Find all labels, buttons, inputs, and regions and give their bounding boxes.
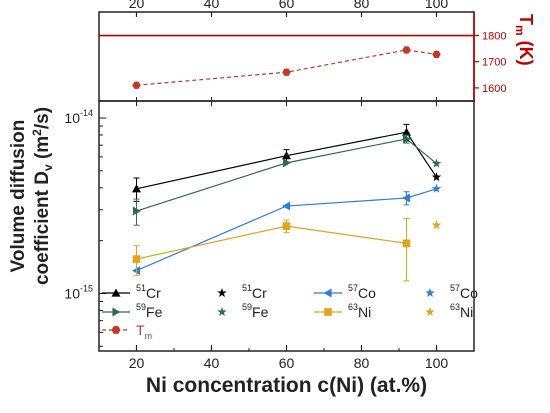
y-tick-exp: -15 — [80, 283, 93, 293]
legend-marker — [111, 326, 121, 334]
legend-label-sup: 63 — [348, 302, 358, 312]
legend-label-name: Ni — [460, 304, 473, 320]
data-point-fe — [282, 158, 291, 168]
top-y-tick-label: 1600 — [482, 83, 506, 95]
legend-marker — [217, 288, 227, 298]
legend-label-name: Fe — [146, 304, 163, 320]
legend-label: 51Cr — [136, 283, 161, 301]
data-point-fe — [402, 134, 411, 144]
top-x-tick-label: 40 — [204, 0, 220, 11]
legend-label: 57Co — [348, 283, 376, 301]
x-axis-label: Ni concentration c(Ni) (at.%) — [146, 374, 427, 397]
y-axis-label-line2: coefficient Dv (m2/s) — [30, 107, 55, 285]
y-label-unit-post: /s) — [32, 107, 53, 129]
legend-label-sup: 59 — [242, 302, 252, 312]
legend-label-name: Ni — [358, 304, 371, 320]
top-plot-frame — [98, 11, 475, 102]
legend-label: 59Fe — [136, 302, 163, 320]
series-line-cr — [136, 131, 407, 190]
data-point-ni — [402, 239, 411, 248]
legend-label-name: Cr — [146, 285, 161, 301]
legend-label: 57Co — [450, 283, 478, 301]
tm-point — [432, 50, 441, 59]
data-point-fe — [431, 158, 442, 168]
y-label-sub: v — [41, 164, 55, 171]
y-label-unit-pre: (m — [32, 136, 53, 165]
legend-label-sub: m — [145, 331, 153, 341]
top-y-tick-label: 1800 — [482, 31, 506, 43]
series-line-ni — [136, 225, 407, 260]
top-x-tick-label: 20 — [129, 0, 145, 11]
legend-label: 63Ni — [348, 302, 371, 320]
y-tick-base: 10 — [64, 110, 80, 126]
data-point-ni — [132, 255, 141, 263]
connector-line — [406, 131, 437, 178]
x-tick-label: 20 — [129, 355, 145, 371]
legend-label-name: Co — [358, 285, 376, 301]
series-line-co — [136, 197, 407, 272]
legend-marker — [324, 308, 332, 316]
legend-label: 63Ni — [450, 302, 473, 320]
data-point-cr — [402, 127, 411, 136]
y-axis-label-line1: Volume diffusion — [8, 120, 29, 273]
legend-label: 59Fe — [242, 302, 269, 320]
legend-label-name: Fe — [252, 304, 269, 320]
y-label-main: coefficient D — [32, 171, 53, 285]
top-y-label-unit: (K) — [516, 36, 536, 66]
legend-marker — [217, 307, 227, 317]
data-point-co — [431, 183, 442, 193]
x-tick-label: 80 — [354, 355, 370, 371]
top-x-tick-label: 80 — [354, 0, 370, 11]
data-point-ni — [282, 222, 291, 230]
legend-label-sup: 59 — [136, 302, 146, 312]
top-y-axis-label: Tm (K) — [513, 14, 536, 66]
legend-marker — [112, 307, 121, 317]
legend-label-sup: 57 — [450, 283, 460, 293]
data-point-co — [402, 193, 411, 203]
y-tick-base: 10 — [64, 285, 80, 301]
y-tick-exp: -14 — [80, 108, 93, 118]
top-x-tick-label: 60 — [279, 0, 295, 11]
legend-marker — [425, 307, 435, 317]
data-point-ni — [431, 220, 442, 230]
top-y-label-sub: m — [513, 25, 527, 36]
y-tick-label: 10-15 — [64, 283, 93, 301]
data-point-fe — [132, 206, 141, 216]
legend-label-sup: 51 — [136, 283, 146, 293]
data-point-cr — [431, 172, 442, 182]
legend-label-sup: 63 — [450, 302, 460, 312]
top-x-tick-label: 100 — [425, 0, 449, 11]
tm-point — [402, 46, 411, 54]
x-tick-label: 100 — [425, 355, 449, 371]
legend-label: Tm — [136, 322, 152, 341]
x-tick-label: 60 — [279, 355, 295, 371]
top-y-tick-label: 1700 — [482, 57, 506, 69]
legend-label-sup: 57 — [348, 283, 358, 293]
legend-marker — [323, 288, 332, 298]
legend-marker — [111, 288, 121, 297]
connector-line — [406, 188, 437, 199]
legend-label-name: T — [136, 322, 145, 338]
legend-marker — [425, 288, 435, 298]
legend-label-name: Cr — [252, 285, 267, 301]
top-panel-melting-temperature: 20 40 60 80 100 1600 1700 1800 Tm (K) — [98, 0, 536, 102]
connector-line — [406, 138, 437, 165]
tm-point — [132, 81, 141, 89]
tm-point — [282, 68, 291, 76]
y-tick-label: 10-14 — [64, 108, 93, 126]
x-tick-label: 40 — [204, 355, 220, 371]
y-label-sup: 2 — [30, 129, 44, 136]
data-point-cr — [132, 184, 141, 193]
legend-label: 51Cr — [242, 283, 267, 301]
tm-line — [136, 49, 437, 86]
legend-label-sup: 51 — [242, 283, 252, 293]
data-point-cr — [282, 151, 291, 160]
top-y-label-main: T — [516, 14, 536, 25]
legend-label-name: Co — [460, 285, 478, 301]
data-point-co — [282, 201, 291, 211]
